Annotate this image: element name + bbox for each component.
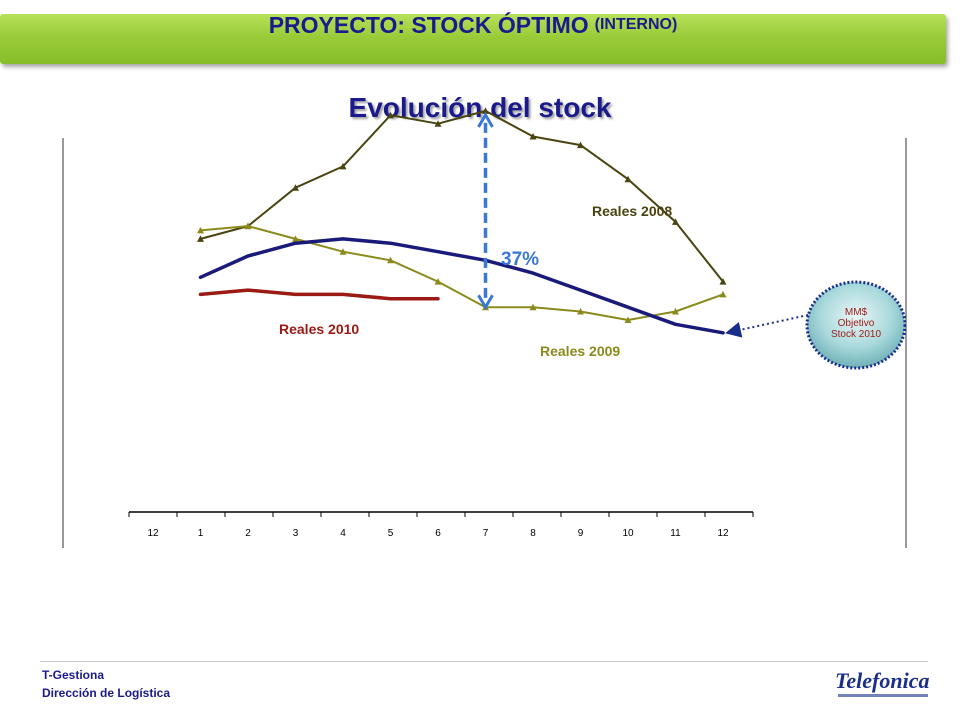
header-banner: [0, 14, 946, 64]
data-point: [292, 235, 299, 242]
data-point: [387, 111, 394, 119]
footer-company: T-Gestiona: [42, 668, 105, 682]
data-point: [244, 222, 252, 230]
data-point: [577, 307, 584, 315]
footer-department: Dirección de Logística: [42, 686, 171, 700]
series-line-reales-2010: [198, 288, 440, 301]
series-label: Reales 2009: [540, 343, 620, 359]
series-line-reales-2008: [199, 109, 724, 283]
data-point: [719, 278, 727, 285]
gap-percent-label: 37%: [501, 249, 539, 270]
gap-arrow-head-down: [477, 294, 494, 311]
x-tick-label: 3: [293, 528, 299, 539]
data-point: [482, 107, 489, 114]
target-bubble: [805, 280, 907, 370]
data-point: [624, 316, 632, 323]
x-tick-label: 7: [483, 528, 489, 539]
x-tick-label: 12: [147, 528, 159, 539]
gap-arrow-head-up: [477, 111, 494, 128]
data-point: [577, 141, 584, 149]
data-point: [529, 133, 537, 140]
series-line-reales-2009: [199, 225, 724, 321]
data-point: [529, 303, 537, 311]
data-point: [339, 248, 347, 255]
data-point: [339, 162, 347, 170]
series-label: Reales 2008: [592, 203, 672, 219]
data-point: [292, 184, 299, 191]
data-point: [387, 256, 394, 264]
header-title-sub: (INTERNO): [594, 16, 678, 33]
data-point: [672, 307, 679, 315]
data-point: [672, 218, 679, 225]
x-tick-label: 11: [670, 528, 681, 539]
x-tick-label: 4: [340, 528, 346, 539]
x-tick-label: 9: [578, 528, 584, 539]
footer-divider: [40, 661, 928, 662]
x-tick-label: 2: [245, 528, 251, 539]
x-tick-label: 10: [622, 528, 634, 539]
target-bubble-text: Objetivo: [838, 318, 875, 329]
data-point: [434, 120, 442, 127]
x-tick-label: 1: [198, 528, 204, 539]
x-tick-label: 8: [530, 528, 536, 539]
series-line-objetivo: [198, 237, 725, 335]
series-layer: [197, 107, 727, 335]
x-tick-label: 12: [717, 528, 729, 539]
data-point: [719, 290, 727, 298]
data-point: [197, 226, 204, 234]
chart-frame: 12 1 2 3 4 5 6 7 8 9 10 11 12: [62, 138, 907, 548]
target-bubble-text: Stock 2010: [831, 329, 881, 340]
data-point: [197, 235, 204, 242]
labels-layer: Reales 2008 Reales 2009 Reales 2010: [279, 203, 672, 359]
header-title: PROYECTO: STOCK ÓPTIMO (INTERNO): [0, 0, 946, 50]
telefonica-logo-bar: [838, 694, 928, 697]
data-point: [434, 278, 442, 285]
series-label: Reales 2010: [279, 321, 359, 337]
header-title-main: PROYECTO: STOCK ÓPTIMO: [268, 11, 589, 38]
target-pointer-arrow: [725, 314, 809, 338]
x-tick-label: 6: [435, 528, 441, 539]
x-tick-label: 5: [388, 528, 394, 539]
telefonica-logo: Telefonica: [835, 668, 930, 693]
data-point: [624, 175, 632, 183]
target-bubble-text: MM$: [845, 307, 868, 318]
